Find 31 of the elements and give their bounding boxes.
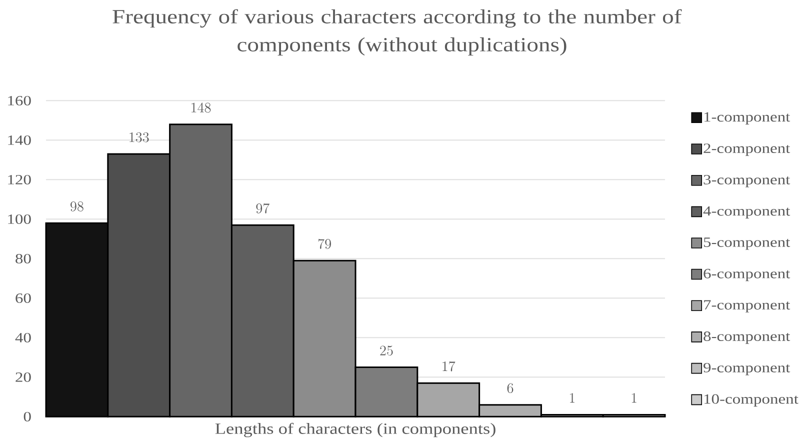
y-tick-label: 100 <box>8 214 31 224</box>
x-axis-title: Lengths of characters (in components) <box>215 422 496 438</box>
chart-title: Frequency of various characters according to the number of components (without duplications) <box>112 9 682 56</box>
y-tick-label: 160 <box>8 96 31 106</box>
legend-label: 10-component <box>704 394 798 407</box>
legend-label: 5-component <box>704 238 790 250</box>
data-label: 1 <box>632 393 636 403</box>
y-tick-label: 40 <box>15 332 31 342</box>
legend-label: 8-component <box>704 332 790 344</box>
legend-label: 4-component <box>703 206 790 219</box>
legend-label: 9-component <box>704 362 790 376</box>
y-tick-label: 140 <box>8 135 31 145</box>
data-label: 25 <box>380 346 393 356</box>
data-label: 133 <box>130 132 149 142</box>
legend-label: 1-component <box>704 112 790 124</box>
data-label: 6 <box>507 383 514 394</box>
legend-label: 2-component <box>704 144 790 156</box>
data-label: 17 <box>442 361 456 372</box>
legend-label: 7-component <box>704 300 790 312</box>
legend-label: 3-component <box>704 174 790 188</box>
data-label: 97 <box>256 203 270 214</box>
y-tick-label: 120 <box>8 174 31 184</box>
data-label: 1 <box>570 393 575 403</box>
data-label: 98 <box>70 202 84 212</box>
y-tick-label: 20 <box>16 372 31 382</box>
data-label: 148 <box>192 102 211 113</box>
data-label: 79 <box>318 238 331 249</box>
y-tick-label: 60 <box>16 293 31 303</box>
y-tick-label: 80 <box>16 254 31 264</box>
y-tick-label: 0 <box>24 412 31 422</box>
legend-label: 6-component <box>704 268 790 282</box>
